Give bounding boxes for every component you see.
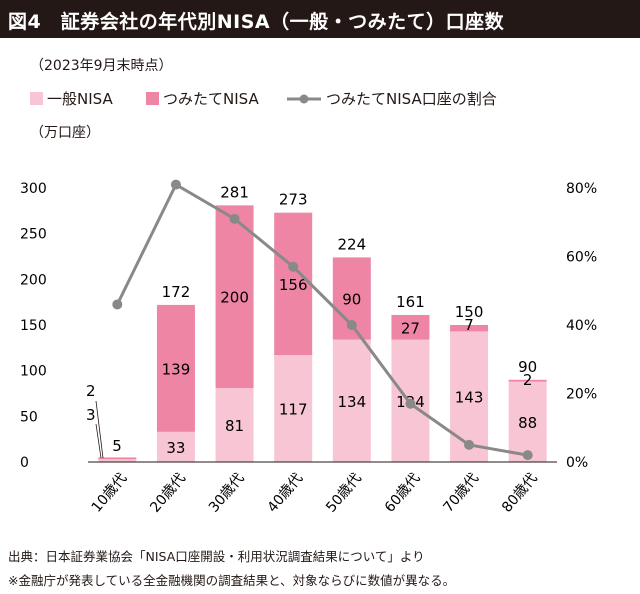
bar-general [274, 355, 313, 462]
y2-tick-label: 0% [566, 455, 588, 471]
data-label-total: 224 [337, 235, 366, 253]
bar-general [156, 431, 195, 462]
leader-line [95, 400, 104, 459]
ratio-point [405, 398, 416, 409]
y-tick-label: 300 [20, 181, 47, 197]
x-tick-label: 20歳代 [147, 470, 189, 515]
data-label-total: 5 [112, 437, 122, 455]
y-tick-label: 200 [20, 272, 47, 288]
bar-tsumitate [98, 457, 137, 460]
data-label-tsumitate: 27 [401, 319, 420, 337]
y2-tick-label: 20% [566, 387, 597, 403]
bar-tsumitate [450, 325, 489, 332]
x-tick-label: 70歳代 [440, 470, 482, 515]
x-tick-label: 10歳代 [89, 470, 131, 515]
legend-line-marker [287, 94, 321, 103]
legend-label-ratio: つみたてNISA口座の割合 [326, 90, 497, 108]
ratio-point [229, 213, 240, 224]
data-label-general: 33 [166, 439, 185, 457]
y-tick-label: 100 [20, 364, 47, 380]
x-tick-label: 80歳代 [499, 470, 541, 515]
legend-swatch-tsumitate [146, 92, 159, 105]
data-label-tsumitate: 156 [279, 276, 308, 294]
bar-tsumitate [156, 304, 195, 432]
data-label-total: 273 [279, 191, 308, 209]
data-label-total: 150 [455, 303, 484, 321]
bar-general [215, 388, 254, 462]
data-label-total: 281 [220, 183, 249, 201]
data-label-tsumitate: 2 [86, 382, 96, 400]
y-tick-label: 250 [20, 227, 47, 243]
bar-tsumitate [391, 314, 430, 340]
y-tick-label: 50 [20, 409, 38, 425]
date-note: （2023年9月末時点） [30, 58, 173, 74]
ratio-point [464, 439, 475, 450]
data-label-total: 172 [162, 283, 191, 301]
data-label-general: 143 [455, 389, 484, 407]
bar-tsumitate [274, 212, 313, 356]
data-label-tsumitate: 7 [464, 316, 474, 334]
y2-tick-label: 60% [566, 250, 597, 266]
y-tick-label: 0 [20, 455, 29, 471]
data-label-tsumitate: 200 [220, 289, 249, 307]
bar-general [508, 381, 547, 462]
chart-title: 図4 証券会社の年代別NISA（一般・つみたて）口座数 [8, 11, 505, 33]
bar-general [98, 459, 137, 462]
legend-swatch-general [30, 92, 43, 105]
unit-note: （万口座） [30, 125, 100, 141]
source-note: 出典：日本証券業協会「NISA口座開設・利用状況調査結果について」より [8, 549, 425, 564]
data-label-general: 81 [225, 417, 244, 435]
data-label-general: 88 [518, 414, 537, 432]
bar-tsumitate [215, 205, 254, 389]
ratio-point [522, 450, 533, 461]
data-label-total: 161 [396, 293, 425, 311]
data-label-tsumitate: 2 [523, 371, 533, 389]
footnote: ※金融庁が発表している全金融機関の調査結果と、対象ならびに数値が異なる。 [8, 573, 456, 588]
legend-label-general: 一般NISA [47, 90, 113, 108]
chart-title-bar: 図4 証券会社の年代別NISA（一般・つみたて）口座数 [0, 0, 640, 38]
x-tick-label: 50歳代 [323, 470, 365, 515]
data-label-tsumitate: 139 [162, 360, 191, 378]
bar-general [332, 339, 371, 462]
y2-tick-label: 40% [566, 318, 597, 334]
legend-item-general: 一般NISA [30, 88, 113, 109]
ratio-point [346, 320, 357, 330]
bar-tsumitate [508, 379, 547, 382]
data-label-general: 117 [279, 401, 308, 419]
ratio-point [288, 261, 299, 272]
ratio-line [115, 182, 528, 457]
y-tick-label: 150 [20, 318, 47, 334]
data-label-general: 3 [86, 406, 96, 424]
legend-item-tsumitate: つみたてNISA [146, 88, 259, 109]
leader-line [95, 423, 102, 459]
y2-tick-label: 80% [566, 181, 597, 197]
ratio-point [112, 299, 123, 310]
ratio-point [170, 179, 181, 190]
x-tick-label: 40歳代 [265, 470, 307, 515]
data-label-total: 90 [518, 358, 537, 376]
data-label-tsumitate: 90 [342, 291, 361, 309]
data-label-general: 134 [337, 393, 366, 411]
x-tick-label: 60歳代 [382, 470, 424, 515]
legend-label-tsumitate: つみたてNISA [163, 90, 259, 108]
x-tick-label: 30歳代 [206, 470, 248, 515]
legend-item-ratio: つみたてNISA口座の割合 [286, 88, 497, 109]
